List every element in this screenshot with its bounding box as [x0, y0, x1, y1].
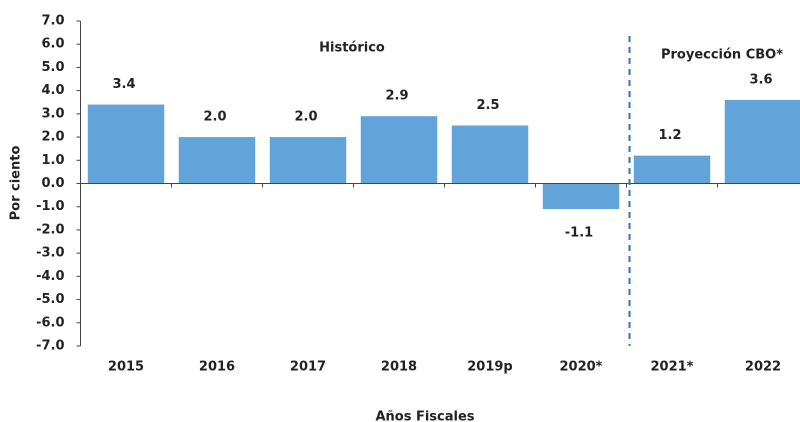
- x-tick-label: 2016: [199, 360, 235, 375]
- y-tick-label: 4.0: [41, 83, 64, 98]
- bar: [542, 183, 620, 210]
- y-axis-label: Por ciento: [9, 146, 24, 221]
- annotation: Histórico: [319, 41, 385, 56]
- value-label: 2.9: [385, 89, 408, 104]
- bar: [87, 104, 165, 184]
- y-tick-label: 7.0: [41, 14, 64, 29]
- value-label: 3.6: [749, 72, 772, 87]
- value-label: 2.0: [203, 110, 226, 125]
- x-tick-label: 2022: [745, 360, 781, 375]
- y-tick-label: 2.0: [41, 130, 64, 145]
- x-tick-label: 2018: [381, 360, 417, 375]
- bar: [724, 99, 800, 184]
- y-tick-label: -3.0: [36, 246, 64, 261]
- x-tick-label: 2020*: [560, 360, 603, 375]
- x-tick-label: 2021*: [651, 360, 694, 375]
- y-tick-label: -6.0: [36, 315, 64, 330]
- y-tick-label: -7.0: [36, 339, 64, 354]
- y-tick-label: -4.0: [36, 269, 64, 284]
- y-tick-label: 1.0: [41, 153, 64, 168]
- x-tick-label: 2019p: [467, 360, 513, 375]
- annotation: Proyección CBO*: [661, 48, 783, 63]
- value-label: 3.4: [112, 77, 135, 92]
- value-label: 2.0: [294, 110, 317, 125]
- y-tick-label: 6.0: [41, 37, 64, 52]
- value-label: -1.1: [565, 226, 593, 241]
- x-tick-label: 2015: [108, 360, 144, 375]
- x-tick-label: 2017: [290, 360, 326, 375]
- y-tick-label: -1.0: [36, 199, 64, 214]
- bar: [451, 125, 529, 184]
- y-tick-label: -2.0: [36, 222, 64, 237]
- bar: [633, 155, 711, 184]
- value-label: 1.2: [658, 128, 681, 143]
- bar: [269, 137, 347, 184]
- y-tick-label: 3.0: [41, 106, 64, 121]
- bar: [360, 116, 438, 184]
- y-tick-label: -5.0: [36, 292, 64, 307]
- value-label: 2.5: [476, 98, 499, 113]
- y-tick-label: 5.0: [41, 60, 64, 75]
- bar: [178, 137, 256, 184]
- y-tick-label: 0.0: [41, 176, 64, 191]
- x-axis-label: Años Fiscales: [375, 410, 474, 422]
